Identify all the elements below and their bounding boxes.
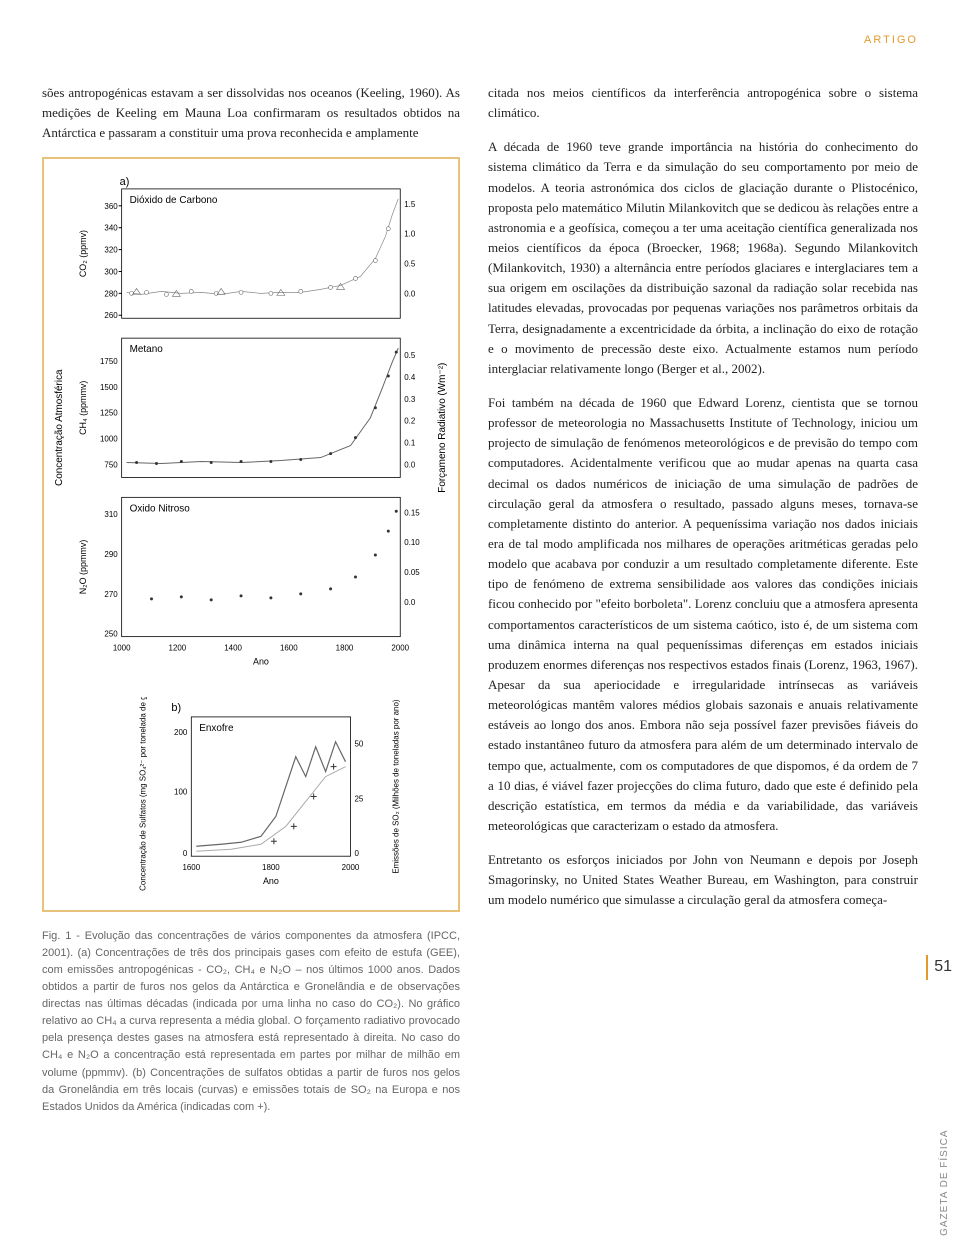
- right-p4: Entretanto os esforços iniciados por Joh…: [488, 850, 918, 910]
- svg-text:1800: 1800: [336, 644, 354, 653]
- y-outer-label: Concentração Atmosférica: [54, 369, 65, 486]
- svg-text:1.5: 1.5: [404, 200, 416, 209]
- svg-text:N₂O (ppmmv): N₂O (ppmmv): [78, 540, 88, 595]
- svg-text:CH₄ (ppmmv): CH₄ (ppmmv): [78, 381, 88, 435]
- svg-text:0.4: 0.4: [404, 373, 416, 382]
- svg-text:0.05: 0.05: [404, 568, 420, 577]
- svg-text:0.0: 0.0: [404, 290, 416, 299]
- ch4-title: Metano: [130, 345, 164, 356]
- svg-text:1600: 1600: [182, 863, 200, 872]
- svg-text:1600: 1600: [280, 644, 298, 653]
- svg-text:Concentração de Sulfatos (mg S: Concentração de Sulfatos (mg SO₄²⁻ por t…: [139, 697, 148, 891]
- svg-text:Ano: Ano: [263, 876, 279, 886]
- page-number: 51: [926, 955, 952, 980]
- figure-caption: Fig. 1 - Evolução das concentrações de v…: [42, 928, 460, 1116]
- svg-text:280: 280: [104, 290, 118, 299]
- svg-text:0.3: 0.3: [404, 395, 416, 404]
- figure-panel-a: Concentração Atmosférica Forçameno Radia…: [52, 169, 450, 686]
- figure-panel-b: b) Enxofre 0 100 200 Concentração de Sul…: [52, 697, 450, 896]
- svg-text:200: 200: [174, 728, 188, 737]
- svg-text:0.10: 0.10: [404, 539, 420, 548]
- section-tag: ARTIGO: [42, 32, 918, 49]
- svg-text:CO₂ (ppmv): CO₂ (ppmv): [78, 230, 88, 277]
- svg-text:Enxofre: Enxofre: [199, 723, 234, 734]
- svg-text:0.5: 0.5: [404, 352, 416, 361]
- y-right-label: Forçameno Radiativo (Wm⁻²): [437, 363, 448, 493]
- svg-text:50: 50: [354, 740, 363, 749]
- svg-text:0: 0: [183, 849, 188, 858]
- figure-1: Concentração Atmosférica Forçameno Radia…: [42, 157, 460, 912]
- n2o-title: Oxido Nitroso: [130, 504, 191, 515]
- svg-text:0.15: 0.15: [404, 509, 420, 518]
- journal-name: GAZETA DE FÍSICA: [937, 1130, 953, 1236]
- svg-text:Ano: Ano: [253, 657, 269, 667]
- svg-text:750: 750: [104, 461, 118, 470]
- svg-text:0.5: 0.5: [404, 260, 416, 269]
- svg-text:320: 320: [104, 246, 118, 255]
- svg-text:1000: 1000: [100, 435, 118, 444]
- svg-text:250: 250: [104, 630, 118, 639]
- svg-text:25: 25: [354, 794, 363, 803]
- svg-text:290: 290: [104, 551, 118, 560]
- right-p1: citada nos meios científicos da interfer…: [488, 83, 918, 123]
- panel-a-label: a): [120, 176, 130, 188]
- right-p2: A década de 1960 teve grande importância…: [488, 137, 918, 379]
- svg-text:0.1: 0.1: [404, 439, 416, 448]
- svg-text:340: 340: [104, 224, 118, 233]
- left-intro: sões antropogénicas estavam a ser dissol…: [42, 83, 460, 143]
- svg-text:2000: 2000: [391, 644, 409, 653]
- svg-text:1800: 1800: [262, 863, 280, 872]
- svg-text:1500: 1500: [100, 383, 118, 392]
- svg-text:260: 260: [104, 312, 118, 321]
- svg-text:300: 300: [104, 268, 118, 277]
- svg-text:0.0: 0.0: [404, 461, 416, 470]
- svg-text:270: 270: [104, 590, 118, 599]
- svg-text:1250: 1250: [100, 409, 118, 418]
- svg-text:100: 100: [174, 788, 188, 797]
- svg-text:0.0: 0.0: [404, 598, 416, 607]
- svg-text:1400: 1400: [224, 644, 242, 653]
- svg-text:1750: 1750: [100, 357, 118, 366]
- svg-text:0: 0: [354, 849, 359, 858]
- svg-text:310: 310: [104, 511, 118, 520]
- svg-text:1200: 1200: [169, 644, 187, 653]
- svg-text:0.2: 0.2: [404, 417, 416, 426]
- svg-text:360: 360: [104, 202, 118, 211]
- svg-text:Emissões de SO₂ (Milhões de to: Emissões de SO₂ (Milhões de toneladas po…: [391, 699, 400, 874]
- svg-text:1.0: 1.0: [404, 230, 416, 239]
- panel-b-label: b): [171, 702, 181, 714]
- co2-title: Dióxido de Carbono: [130, 195, 218, 206]
- right-p3: Foi também na década de 1960 que Edward …: [488, 393, 918, 836]
- svg-text:2000: 2000: [342, 863, 360, 872]
- svg-text:1000: 1000: [113, 644, 131, 653]
